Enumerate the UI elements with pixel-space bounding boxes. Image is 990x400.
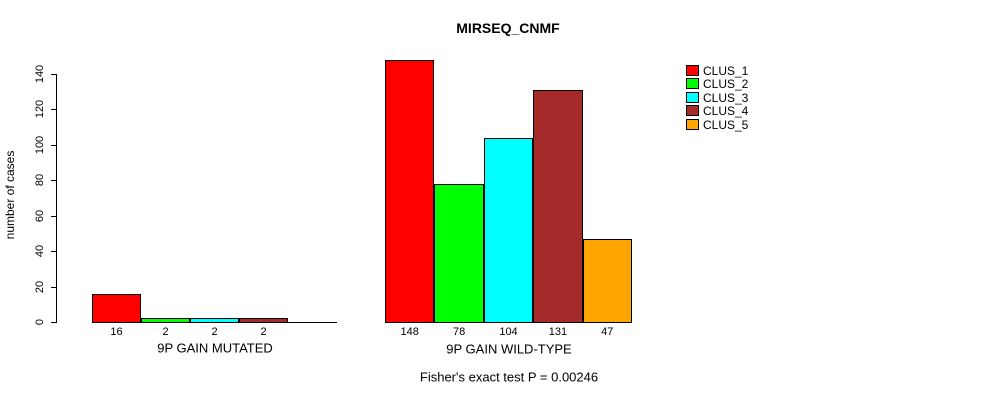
y-tick-mark — [51, 286, 56, 288]
bar-value-label: 47 — [601, 326, 614, 338]
y-tick-mark — [51, 180, 56, 182]
bar-clus_4 — [239, 318, 288, 323]
legend-label: CLUS_2 — [703, 77, 749, 92]
legend-item: CLUS_4 — [686, 104, 776, 119]
bar-value-label: 2 — [260, 326, 267, 338]
legend-item: CLUS_1 — [686, 64, 776, 78]
bar-clus_5 — [582, 238, 632, 323]
legend-item: CLUS_5 — [686, 117, 776, 132]
legend-label: CLUS_5 — [703, 117, 749, 132]
y-axis-line — [56, 74, 57, 323]
bar-value-label: 131 — [548, 326, 568, 338]
bar-clus_4 — [533, 89, 583, 323]
legend-swatch-clus_5 — [686, 118, 699, 130]
y-axis-label: number of cases — [3, 150, 17, 240]
legend-label: CLUS_3 — [703, 90, 749, 105]
bar-value-label: 2 — [211, 326, 218, 338]
chart-title: MIRSEQ_CNMF — [456, 20, 560, 36]
y-tick-label: 60 — [34, 209, 46, 222]
legend-item: CLUS_2 — [686, 77, 776, 92]
y-tick-label: 140 — [34, 64, 46, 84]
y-tick-label: 40 — [34, 245, 46, 258]
y-tick-mark — [51, 109, 56, 111]
bar-value-label: 78 — [452, 326, 466, 338]
legend-swatch-clus_3 — [686, 91, 699, 103]
bar-value-label: 104 — [499, 326, 518, 338]
bar-value-label: 16 — [110, 326, 123, 338]
bar-clus_1 — [92, 293, 141, 323]
bar-clus_1 — [385, 59, 435, 323]
bar-clus_2 — [141, 318, 190, 323]
x-group-label-mutated: 9P GAIN MUTATED — [157, 340, 273, 356]
y-tick-mark — [51, 251, 56, 253]
y-tick-label: 100 — [34, 135, 46, 155]
legend-label: CLUS_1 — [703, 64, 749, 78]
y-tick-mark — [51, 215, 56, 217]
y-tick-mark — [51, 74, 56, 75]
legend-item: CLUS_3 — [686, 90, 776, 105]
legend-swatch-clus_4 — [686, 105, 699, 117]
y-tick-label: 80 — [34, 174, 46, 187]
y-tick-mark — [51, 322, 56, 323]
bar-value-label: 148 — [400, 326, 419, 338]
bar-clus_2 — [434, 183, 484, 323]
y-tick-mark — [51, 144, 56, 146]
bar-clus_3 — [483, 137, 534, 323]
legend-swatch-clus_2 — [686, 78, 699, 90]
legend-swatch-clus_1 — [686, 65, 699, 76]
bar-value-label: 2 — [162, 326, 169, 338]
y-tick-label: 20 — [34, 280, 46, 293]
fisher-test-annotation: Fisher's exact test P = 0.00246 — [419, 369, 599, 385]
y-tick-label: 0 — [34, 318, 46, 326]
bar-clus_3 — [190, 318, 239, 323]
y-tick-label: 120 — [34, 100, 46, 119]
x-group-label-wild-type: 9P GAIN WILD-TYPE — [446, 341, 572, 357]
legend-label: CLUS_4 — [703, 104, 749, 119]
